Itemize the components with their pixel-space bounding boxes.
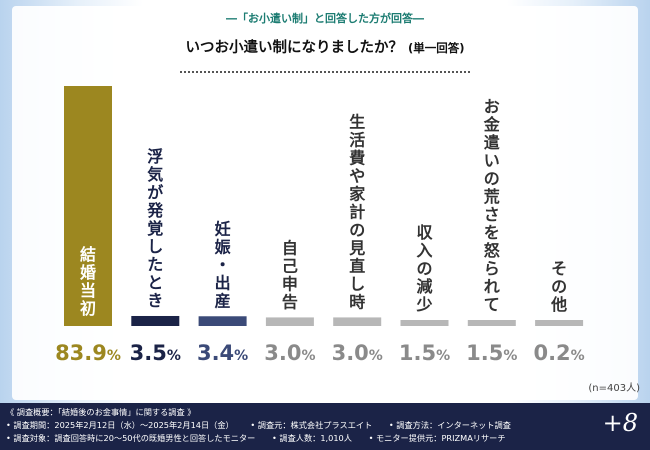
value-label-5: 1.5% bbox=[399, 341, 450, 365]
value-label-0: 83.9% bbox=[55, 341, 121, 365]
value-label-3: 3.0% bbox=[264, 341, 315, 365]
category-label-4: 生活費や家計の見直し時 bbox=[348, 112, 366, 311]
value-label-7: 0.2% bbox=[533, 341, 584, 365]
title-underline bbox=[180, 71, 470, 73]
chart-subtitle: ―「お小遣い制」と回答した方が回答― bbox=[226, 12, 424, 25]
bar-7 bbox=[535, 320, 584, 326]
footer-period: • 調査期間：2025年2月12日（水）～2025年2月14日（金） bbox=[6, 420, 234, 430]
bar-1 bbox=[131, 315, 180, 326]
footer-row-1: • 調査期間：2025年2月12日（水）～2025年2月14日（金） • 調査元… bbox=[6, 419, 644, 432]
value-label-6: 1.5% bbox=[466, 341, 517, 365]
value-label-4: 3.0% bbox=[332, 341, 383, 365]
sample-size: (n=403人) bbox=[588, 383, 640, 394]
category-label-3: 自己申告 bbox=[282, 238, 298, 311]
footer-row-2: • 調査対象：調査回答時に20〜50代の既婚男性と回答したモニター • 調査人数… bbox=[6, 432, 644, 445]
category-label-0: 結婚当初 bbox=[80, 245, 96, 318]
category-label-6: お金遣いの荒さを怒られて bbox=[483, 97, 501, 314]
bar-5 bbox=[400, 320, 449, 326]
bar-3 bbox=[265, 317, 314, 326]
footer-method: • 調査方法：インターネット調査 bbox=[388, 420, 511, 430]
brand-logo: +8 bbox=[602, 409, 638, 437]
category-label-1: 浮気が発覚したとき bbox=[146, 147, 164, 310]
footer-organizer: • 調査元：株式会社プラスエイト bbox=[250, 420, 373, 430]
chart-title: いつお小遣い制になりましたか？ (単一回答) bbox=[0, 36, 650, 57]
footer-target: • 調査対象：調査回答時に20〜50代の既婚男性と回答したモニター bbox=[6, 433, 256, 443]
value-label-1: 3.5% bbox=[130, 341, 181, 365]
bar-4 bbox=[333, 317, 382, 326]
chart-title-note: (単一回答) bbox=[408, 41, 465, 55]
category-label-7: その他 bbox=[550, 259, 567, 314]
category-label-2: 妊娠・出産 bbox=[215, 219, 232, 310]
survey-footer: 《 調査概要：「結婚後のお金事情」に関する調査 》 • 調査期間：2025年2月… bbox=[0, 403, 650, 450]
category-label-5: 収入の減少 bbox=[415, 223, 433, 314]
bar-2 bbox=[198, 316, 247, 326]
chart-title-main: いつお小遣い制になりましたか？ bbox=[185, 40, 403, 56]
bar-0 bbox=[64, 86, 112, 326]
footer-provider: • モニター提供元：PRIZMAリサーチ bbox=[368, 433, 506, 443]
bar-6 bbox=[467, 320, 516, 326]
footer-count: • 調査人数：1,010人 bbox=[271, 433, 352, 443]
footer-heading: 《 調査概要：「結婚後のお金事情」に関する調査 》 bbox=[6, 407, 196, 417]
value-label-2: 3.4% bbox=[197, 341, 248, 365]
bar-chart: 結婚当初 83.9% 浮気が発覚したとき 3.5% 妊娠・出産 3.4% 自己申告 3.0% 生… bbox=[55, 86, 585, 365]
